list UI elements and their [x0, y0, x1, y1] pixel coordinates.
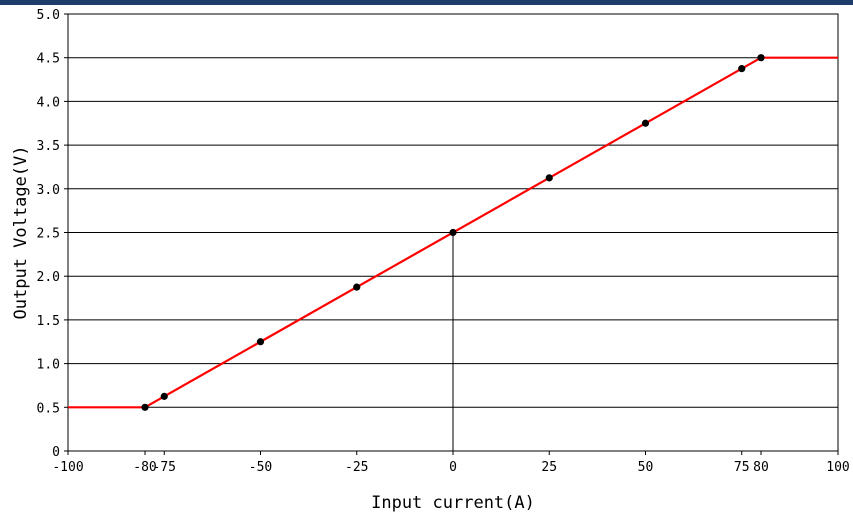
y-tick-label-0: 0 — [52, 445, 60, 460]
y-tick-label-1: 0.5 — [37, 401, 60, 416]
data-point-7 — [738, 65, 746, 73]
x-tick-label-7: 50 — [638, 460, 654, 475]
x-tick-label-1: -80 — [133, 460, 156, 475]
x-tick-label-0: -100 — [52, 460, 83, 475]
data-point-4 — [449, 228, 457, 237]
y-tick-label-10: 5.0 — [37, 8, 60, 23]
data-point-8 — [757, 54, 765, 62]
top-border-bar — [0, 0, 853, 5]
x-tick-label-2: -75 — [153, 460, 176, 475]
y-tick-labels: 0 0.5 1.0 1.5 2.0 2.5 3.0 3.5 4.0 4.5 5.0 — [37, 8, 68, 460]
x-tick-label-10: 100 — [826, 460, 849, 475]
y-tick-label-6: 3.0 — [37, 183, 60, 198]
y-tick-label-7: 3.5 — [37, 139, 60, 154]
y-tick-label-3: 1.5 — [37, 314, 60, 329]
data-point-5 — [545, 174, 553, 182]
gridlines — [68, 57, 838, 408]
x-axis-title: Input current(A) — [371, 493, 535, 513]
y-tick-label-2: 1.0 — [37, 358, 60, 373]
y-tick-label-4: 2.0 — [37, 270, 60, 285]
data-point-0 — [141, 403, 149, 411]
y-axis-title: Output Voltage(V) — [11, 146, 31, 320]
x-tick-labels: -100 -80-75 -50 -25 0 25 50 75 80 100 — [52, 451, 850, 475]
x-tick-label-6: 25 — [541, 460, 557, 475]
y-tick-label-5: 2.5 — [37, 227, 60, 242]
x-tick-label-3: -50 — [249, 460, 272, 475]
y-tick-label-8: 4.0 — [37, 95, 60, 110]
x-tick-label-4: -25 — [345, 460, 368, 475]
data-point-3 — [353, 283, 361, 291]
data-point-1 — [160, 392, 168, 400]
x-tick-label-8: 75 — [734, 460, 750, 475]
data-markers — [141, 54, 765, 411]
y-tick-label-9: 4.5 — [37, 52, 60, 67]
x-tick-label-9: 80 — [753, 460, 769, 475]
x-tick-label-5: 0 — [449, 460, 457, 475]
data-point-6 — [641, 119, 650, 127]
data-point-2 — [256, 338, 265, 346]
